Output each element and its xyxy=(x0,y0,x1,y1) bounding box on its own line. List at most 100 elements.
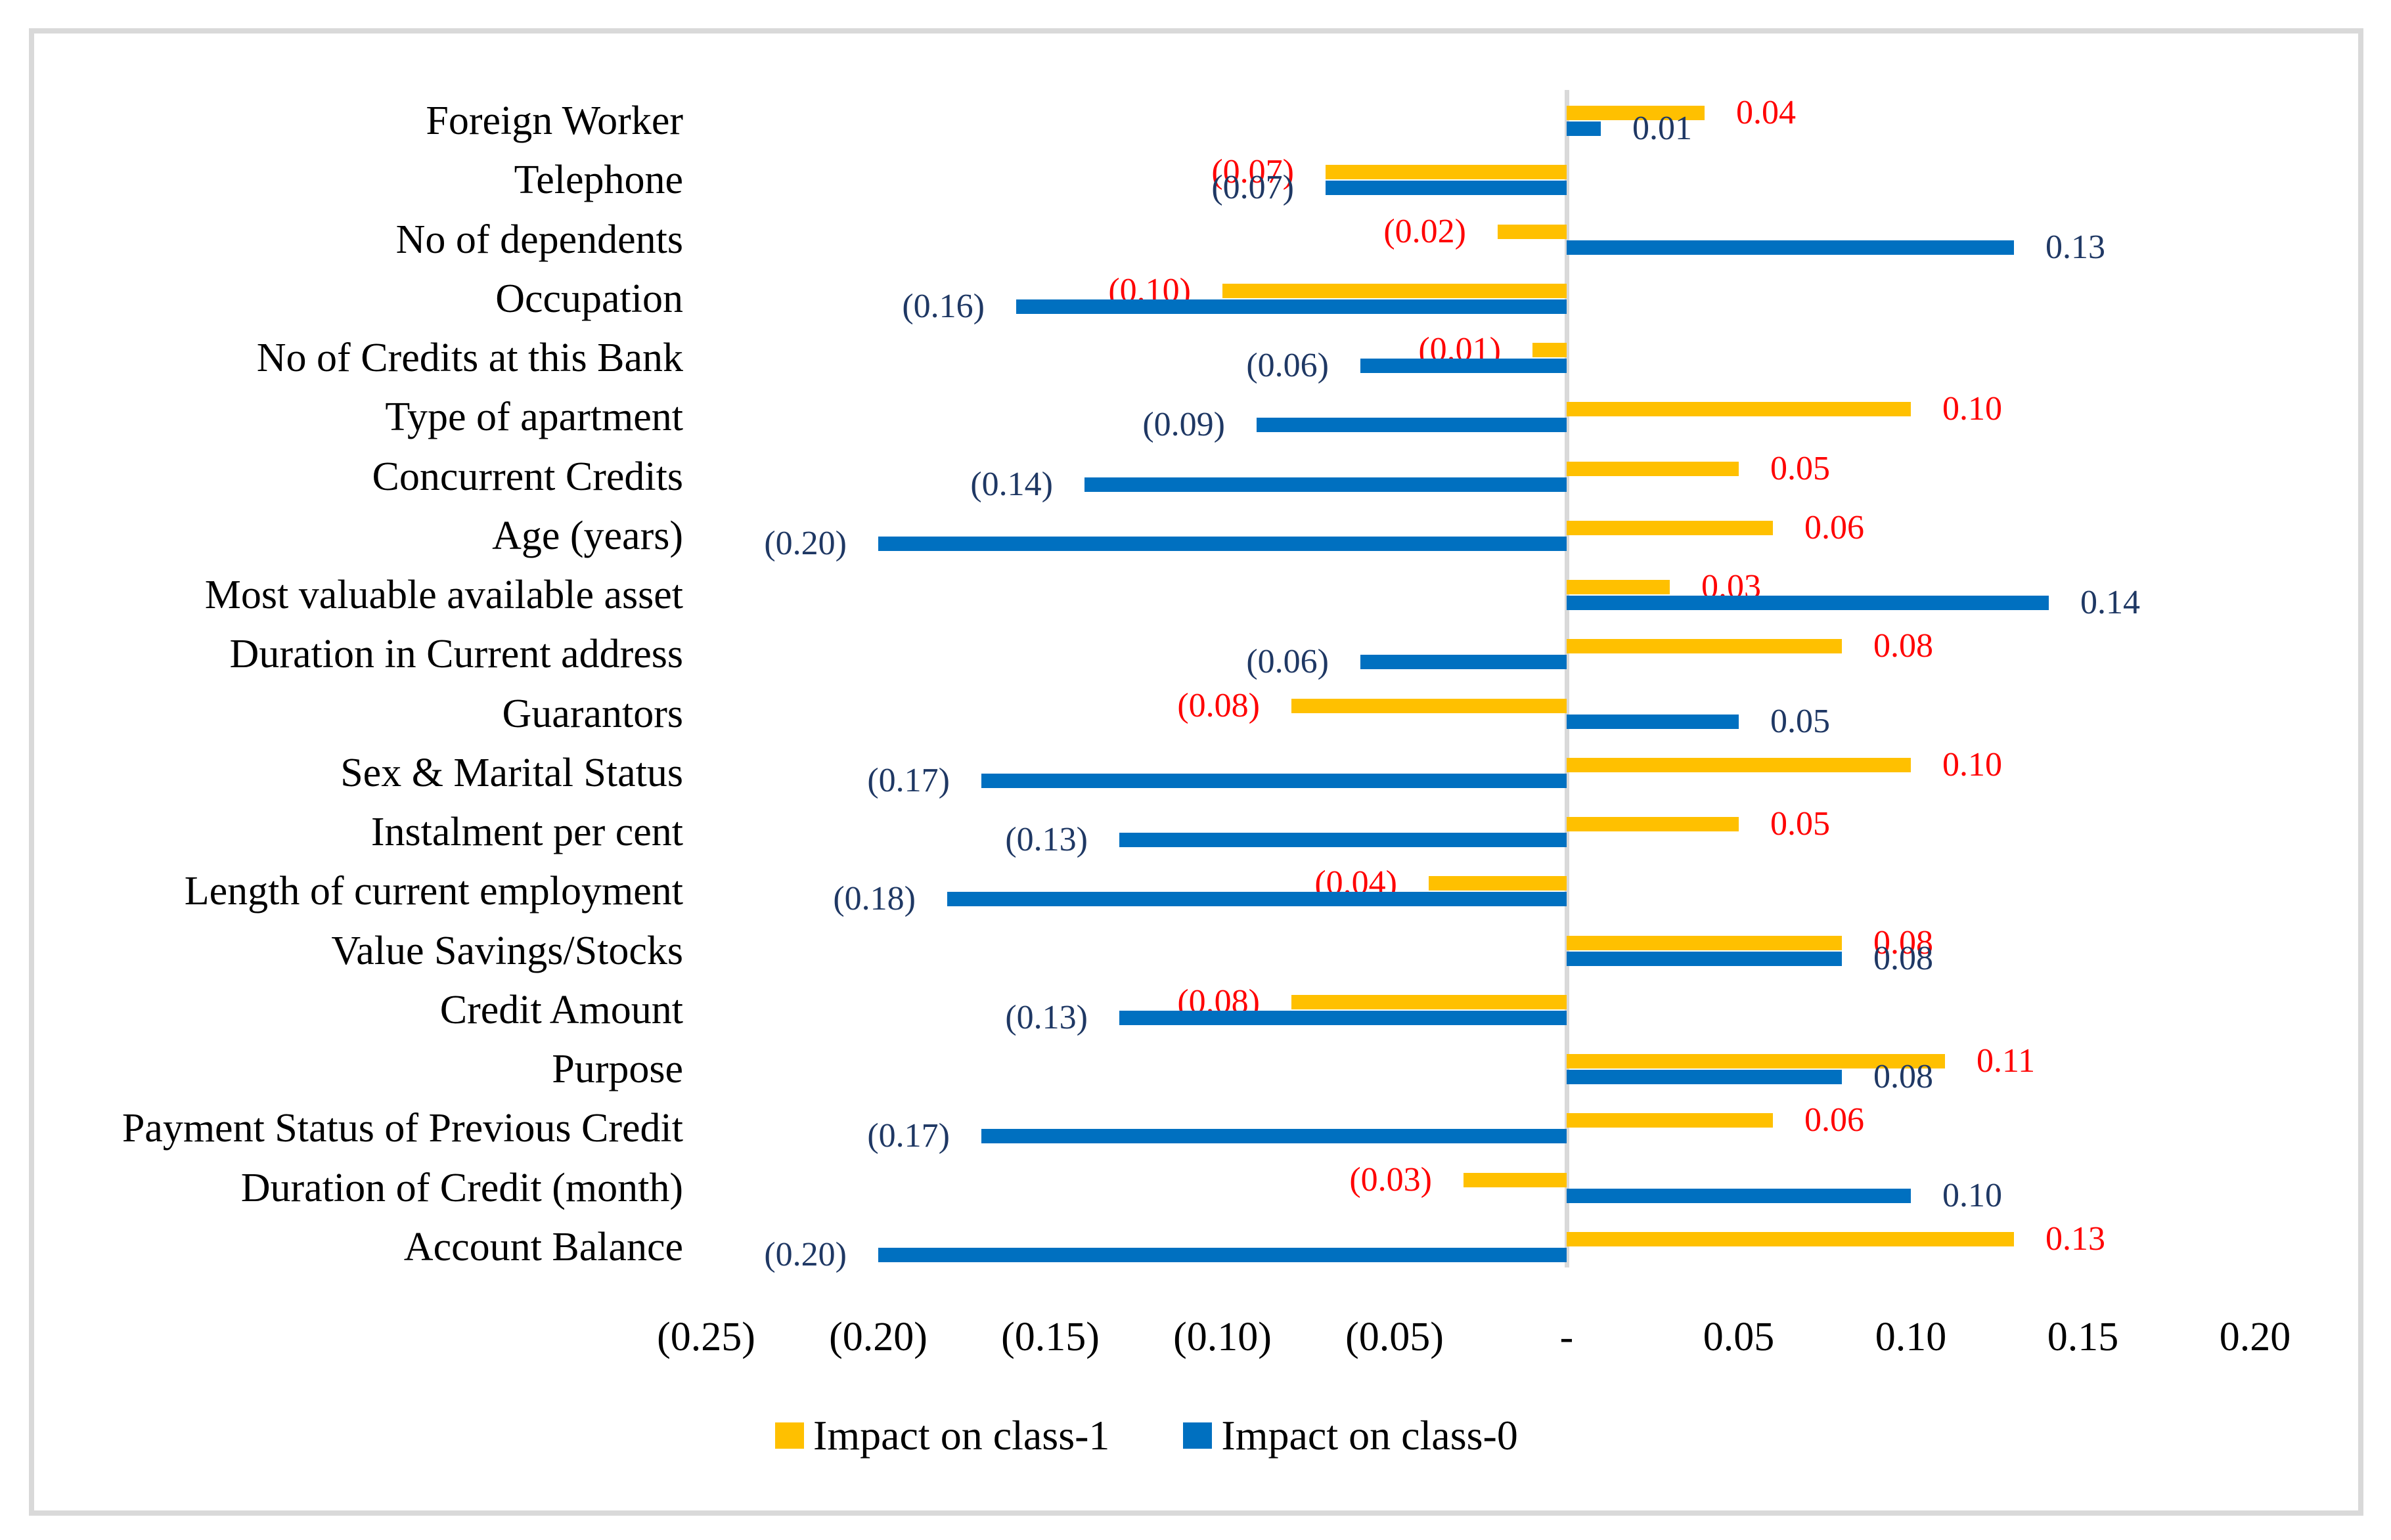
bar-impact-class1 xyxy=(1567,817,1739,831)
bar-impact-class0 xyxy=(1567,1189,1911,1203)
value-label-class1: (0.07) xyxy=(1211,153,1294,190)
value-label-class1: 0.05 xyxy=(1770,805,1830,843)
bar-impact-class0 xyxy=(1567,121,1601,136)
category-label: Purpose xyxy=(552,1047,683,1091)
value-label-class1: 0.06 xyxy=(1804,1101,1864,1139)
value-label-class0: 0.10 xyxy=(1942,1177,2002,1214)
value-label-class1: 0.13 xyxy=(2045,1220,2105,1258)
x-tick-label: (0.20) xyxy=(829,1315,927,1359)
category-label: Telephone xyxy=(514,158,683,202)
value-label-class0: (0.17) xyxy=(867,1117,950,1155)
value-label-class0: 0.08 xyxy=(1873,1058,1933,1095)
category-label: Duration of Credit (month) xyxy=(240,1166,683,1210)
bar-impact-class1 xyxy=(1567,106,1705,120)
value-label-class1: (0.03) xyxy=(1349,1161,1432,1199)
bar-impact-class1 xyxy=(1567,1113,1773,1128)
bar-impact-class1 xyxy=(1567,639,1842,653)
legend-item-class0: Impact on class-0 xyxy=(1183,1411,1518,1461)
category-label: Duration in Current address xyxy=(229,632,683,676)
category-label: Sex & Marital Status xyxy=(340,751,683,795)
legend-label-class0: Impact on class-0 xyxy=(1221,1412,1518,1459)
category-label: Foreign Worker xyxy=(426,99,683,143)
figure-frame xyxy=(29,28,2363,1516)
value-label-class0: (0.20) xyxy=(764,1236,847,1273)
x-tick-label: 0.10 xyxy=(1875,1315,1947,1359)
bar-impact-class0 xyxy=(1119,833,1567,847)
bar-impact-class1 xyxy=(1326,165,1567,179)
value-label-class0: (0.20) xyxy=(764,525,847,562)
bar-impact-class1 xyxy=(1222,284,1567,298)
bar-impact-class1 xyxy=(1567,936,1842,950)
x-tick-label: 0.15 xyxy=(2047,1315,2119,1359)
category-label: Credit Amount xyxy=(439,988,683,1032)
value-label-class0: (0.13) xyxy=(1005,821,1088,858)
x-tick-label: (0.05) xyxy=(1345,1315,1444,1359)
value-label-class0: 0.13 xyxy=(2045,229,2105,266)
bar-impact-class0 xyxy=(1360,359,1567,373)
bar-impact-class0 xyxy=(1567,952,1842,966)
value-label-class0: 0.05 xyxy=(1770,703,1830,740)
category-label: Account Balance xyxy=(403,1225,683,1269)
value-label-class0: (0.09) xyxy=(1142,406,1225,443)
category-label: Most valuable available asset xyxy=(204,573,683,617)
category-label: Length of current employment xyxy=(184,869,683,913)
value-label-class0: (0.13) xyxy=(1005,999,1088,1036)
legend-swatch-class1-icon xyxy=(775,1422,804,1449)
bar-impact-class0 xyxy=(1567,596,2049,610)
value-label-class1: (0.08) xyxy=(1177,687,1260,724)
value-label-class0: 0.14 xyxy=(2080,584,2140,621)
bar-impact-class0 xyxy=(1567,240,2014,255)
x-tick-label: - xyxy=(1559,1315,1574,1359)
value-label-class1: 0.06 xyxy=(1804,509,1864,546)
value-label-class1: 0.05 xyxy=(1770,450,1830,487)
x-tick-label: 0.20 xyxy=(2219,1315,2291,1359)
category-label: Age (years) xyxy=(492,514,683,558)
category-label: No of dependents xyxy=(395,217,683,262)
value-label-class1: 0.10 xyxy=(1942,746,2002,783)
bar-impact-class1 xyxy=(1567,580,1670,594)
value-label-class1: 0.10 xyxy=(1942,390,2002,428)
value-label-class1: 0.08 xyxy=(1873,627,1933,665)
bar-impact-class1 xyxy=(1567,462,1739,476)
bar-impact-class1 xyxy=(1567,1232,2014,1246)
axis-zero-line xyxy=(1565,90,1569,1267)
category-label: No of Credits at this Bank xyxy=(256,336,683,380)
value-label-class1: (0.02) xyxy=(1383,213,1466,250)
bar-impact-class1 xyxy=(1567,1054,1945,1068)
x-tick-label: (0.25) xyxy=(657,1315,755,1359)
bar-impact-class1 xyxy=(1429,876,1567,891)
bar-impact-class0 xyxy=(1119,1011,1567,1025)
category-label: Concurrent Credits xyxy=(372,454,683,499)
bar-impact-class1 xyxy=(1464,1173,1567,1187)
value-label-class0: (0.07) xyxy=(1211,169,1294,206)
bar-impact-class0 xyxy=(878,537,1567,551)
bar-impact-class1 xyxy=(1567,521,1773,535)
bar-impact-class0 xyxy=(947,892,1567,906)
bar-impact-class1 xyxy=(1291,995,1567,1009)
bar-impact-class1 xyxy=(1498,225,1567,239)
bar-impact-class0 xyxy=(1084,477,1567,492)
value-label-class0: (0.16) xyxy=(902,288,985,325)
category-label: Occupation xyxy=(495,276,683,321)
bar-impact-class1 xyxy=(1291,699,1567,713)
bar-impact-class0 xyxy=(981,774,1567,788)
category-label: Instalment per cent xyxy=(370,810,683,854)
bar-impact-class0 xyxy=(1326,181,1567,195)
value-label-class0: (0.14) xyxy=(970,466,1053,503)
legend: Impact on class-1 Impact on class-0 xyxy=(775,1408,1518,1463)
category-label: Payment Status of Previous Credit xyxy=(122,1106,683,1151)
legend-label-class1: Impact on class-1 xyxy=(813,1412,1110,1459)
bar-impact-class1 xyxy=(1532,343,1567,357)
category-label: Value Savings/Stocks xyxy=(331,929,683,973)
value-label-class0: (0.18) xyxy=(833,880,916,917)
x-tick-label: (0.15) xyxy=(1001,1315,1100,1359)
legend-swatch-class0-icon xyxy=(1183,1422,1213,1449)
legend-item-class1: Impact on class-1 xyxy=(775,1411,1109,1461)
category-label: Type of apartment xyxy=(385,395,683,439)
bar-impact-class0 xyxy=(878,1248,1567,1262)
bar-impact-class0 xyxy=(981,1129,1567,1143)
bar-impact-class0 xyxy=(1257,418,1567,432)
bar-impact-class1 xyxy=(1567,402,1911,416)
value-label-class0: (0.06) xyxy=(1246,347,1329,384)
value-label-class1: 0.08 xyxy=(1873,924,1933,961)
